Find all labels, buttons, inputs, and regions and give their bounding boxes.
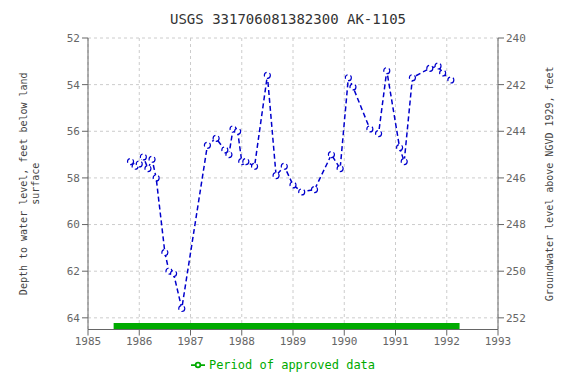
- svg-text:1991: 1991: [382, 335, 409, 348]
- svg-text:1993: 1993: [485, 335, 512, 348]
- html-text:USGS 331706081382300 AK-1105: USGS 331706081382300 AK-1105: [170, 11, 406, 27]
- svg-text:1988: 1988: [229, 335, 256, 348]
- svg-text:240: 240: [506, 32, 526, 45]
- svg-text:246: 246: [506, 172, 526, 185]
- svg-text:Groundwater level above NGVD 1: Groundwater level above NGVD 1929, feet: [544, 66, 555, 301]
- svg-text:250: 250: [506, 265, 526, 278]
- svg-text:242: 242: [506, 79, 526, 92]
- svg-text:1992: 1992: [434, 335, 461, 348]
- svg-text:252: 252: [506, 312, 526, 325]
- svg-text:1986: 1986: [126, 335, 153, 348]
- svg-text:60: 60: [67, 218, 80, 231]
- svg-text:Depth to water level, feet bel: Depth to water level, feet below landsur…: [18, 72, 41, 295]
- svg-text:1987: 1987: [177, 335, 204, 348]
- html-text:Period of approved data: Period of approved data: [208, 357, 376, 372]
- svg-text:54: 54: [67, 79, 81, 92]
- svg-text:56: 56: [67, 125, 80, 138]
- svg-text:1989: 1989: [280, 335, 307, 348]
- svg-text:64: 64: [67, 312, 81, 325]
- svg-text:1985: 1985: [75, 335, 102, 348]
- svg-text:244: 244: [506, 125, 526, 138]
- svg-text:62: 62: [67, 265, 80, 278]
- svg-text:1990: 1990: [331, 335, 358, 348]
- svg-text:52: 52: [67, 32, 80, 45]
- svg-text:58: 58: [67, 172, 80, 185]
- svg-text:248: 248: [506, 218, 526, 231]
